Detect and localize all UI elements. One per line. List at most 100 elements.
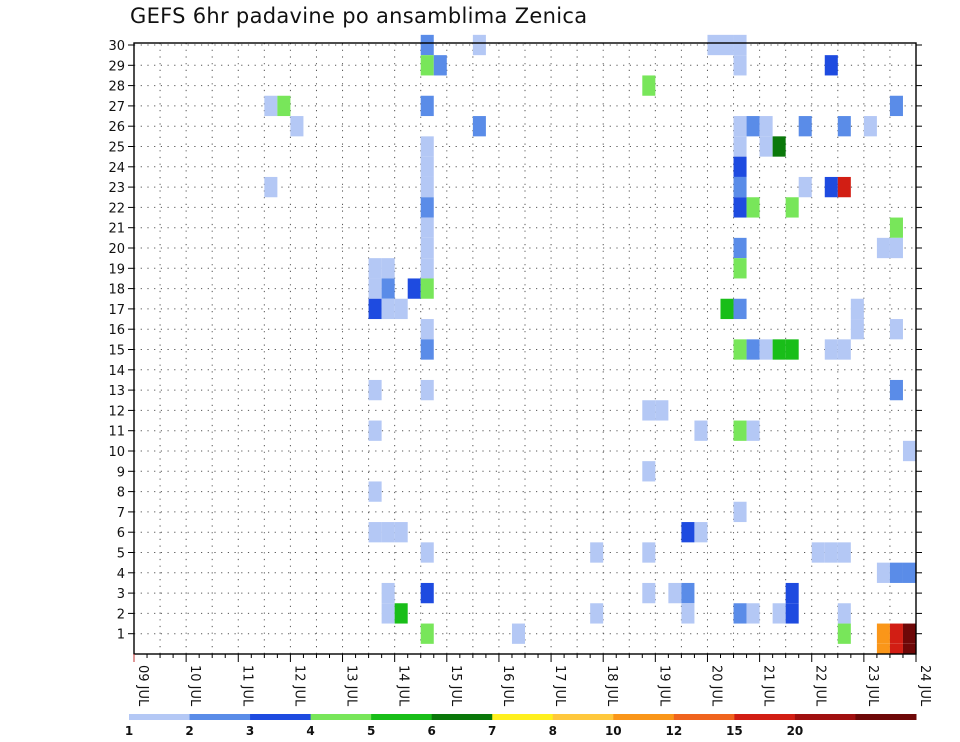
- precip-cell: [642, 400, 656, 421]
- precip-cell: [889, 562, 903, 583]
- x-tick-label: 18 JUL: [604, 665, 619, 707]
- precip-cell: [368, 420, 382, 441]
- y-tick-label: 13: [108, 384, 125, 399]
- precip-cell: [407, 278, 421, 299]
- precip-cell: [642, 461, 656, 482]
- precip-cell: [824, 339, 838, 360]
- x-tick-label: 14 JUL: [396, 665, 411, 707]
- scale-label: 4: [306, 724, 314, 738]
- precip-cell: [772, 339, 786, 360]
- precip-cell: [811, 542, 825, 563]
- precip-cell: [837, 116, 851, 137]
- scale-swatch: [673, 714, 735, 720]
- precip-cell: [694, 522, 708, 543]
- precip-cell: [420, 278, 434, 299]
- precip-cell: [889, 623, 903, 644]
- precip-cell: [733, 176, 747, 198]
- chart-title: GEFS 6hr padavine po ansamblima Zenica: [130, 4, 588, 28]
- precip-cell: [772, 136, 786, 157]
- scale-label: 6: [428, 724, 436, 738]
- precip-cell: [472, 34, 486, 56]
- precip-cell: [889, 217, 903, 238]
- precip-cell: [824, 55, 838, 76]
- precip-cell: [785, 582, 799, 604]
- x-tick-label: 13 JUL: [344, 665, 359, 707]
- y-tick-label: 23: [108, 181, 125, 196]
- x-tick-label: 21 JUL: [761, 665, 776, 707]
- scale-swatch: [794, 714, 856, 720]
- precip-cell: [642, 542, 656, 563]
- precip-cell: [746, 116, 760, 137]
- precip-cell: [733, 258, 747, 279]
- x-tick-label: 15 JUL: [448, 665, 463, 707]
- precip-cell: [798, 116, 812, 137]
- scale-label: 5: [367, 724, 375, 738]
- precip-cell: [642, 75, 656, 96]
- x-tick-label: 09 JUL: [135, 665, 150, 707]
- precip-cell: [902, 562, 916, 583]
- precip-cell: [850, 319, 864, 340]
- precip-cell: [590, 542, 604, 563]
- x-tick-label: 10 JUL: [187, 665, 202, 707]
- precip-cell: [733, 116, 747, 137]
- precip-cell: [785, 339, 799, 360]
- precip-cell: [733, 156, 747, 177]
- precip-cell: [472, 116, 486, 137]
- y-tick-label: 30: [108, 39, 125, 54]
- y-tick-label: 29: [108, 59, 125, 74]
- precip-cell: [368, 258, 382, 279]
- scale-label: 1: [125, 724, 133, 738]
- scale-label: 20: [787, 724, 804, 738]
- y-tick-label: 16: [108, 323, 125, 338]
- precip-cell: [264, 176, 278, 198]
- precip-cell: [642, 582, 656, 604]
- precip-cell: [876, 623, 890, 644]
- y-tick-label: 12: [108, 404, 125, 419]
- y-tick-label: 21: [108, 222, 125, 237]
- precip-cell: [707, 34, 721, 56]
- precip-cell: [381, 278, 395, 299]
- precip-cell: [876, 237, 890, 259]
- precip-cell: [420, 95, 434, 117]
- x-tick-label: 16 JUL: [500, 665, 515, 707]
- precip-cell: [772, 603, 786, 624]
- precip-cell: [733, 298, 747, 320]
- precip-cell: [420, 156, 434, 177]
- precip-cell: [733, 34, 747, 56]
- precip-cell: [746, 603, 760, 624]
- x-tick-label: 22 JUL: [813, 665, 828, 707]
- precip-cell: [876, 644, 890, 654]
- precip-cell: [785, 603, 799, 624]
- precip-cell: [420, 582, 434, 604]
- precip-cell: [850, 298, 864, 320]
- precip-cell: [420, 258, 434, 279]
- precip-cell: [420, 217, 434, 238]
- precip-cell: [863, 116, 877, 137]
- precip-cell: [368, 481, 382, 502]
- precip-cell: [733, 501, 747, 523]
- y-tick-label: 10: [108, 445, 125, 460]
- scale-label: 7: [488, 724, 496, 738]
- x-axis: 09 JUL 10 JUL 11 JUL 12 JUL 13 JUL 14 JUL 15 J…: [133, 654, 932, 707]
- precip-cell: [837, 176, 851, 198]
- scale-swatch: [250, 714, 312, 720]
- y-tick-label: 9: [117, 465, 125, 480]
- precip-cell: [420, 379, 434, 401]
- precip-cell: [368, 298, 382, 320]
- y-tick-label: 17: [108, 303, 125, 318]
- precip-cell: [394, 522, 408, 543]
- y-tick-label: 22: [108, 201, 125, 216]
- precip-cell: [264, 95, 278, 117]
- precip-cell: [837, 542, 851, 563]
- scale-swatch: [492, 714, 554, 720]
- color-scale-legend: 1 2 3 4 5 6 7 8 10 12 15 20: [125, 714, 917, 738]
- x-tick-label: 20 JUL: [708, 665, 723, 707]
- precip-cell: [394, 298, 408, 320]
- precip-cell: [590, 603, 604, 624]
- precip-cell: [733, 339, 747, 360]
- precip-cell: [837, 623, 851, 644]
- y-tick-label: 14: [108, 364, 125, 379]
- precip-cell: [290, 116, 304, 137]
- precip-cell: [381, 582, 395, 604]
